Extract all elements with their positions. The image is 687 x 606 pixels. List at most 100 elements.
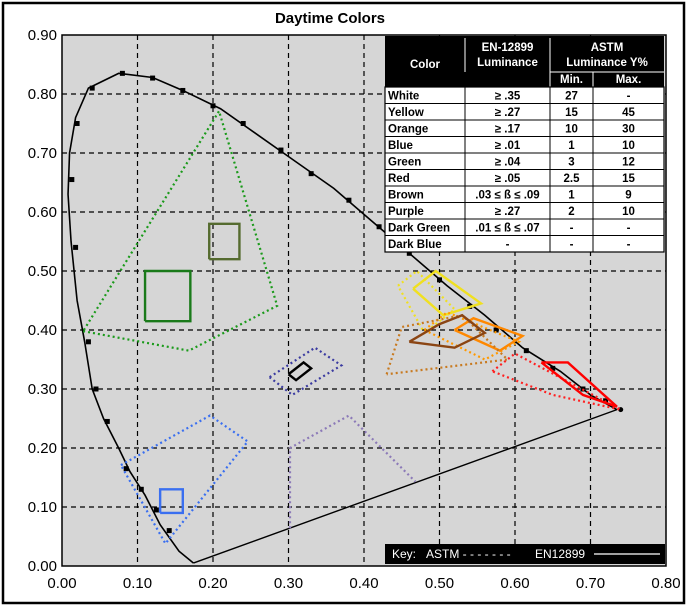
y-axis-ticks: 0.00 0.10 0.20 0.30 0.40 0.50 0.60 0.70 0.80 0.90 <box>28 27 57 575</box>
table-cell: 27 <box>565 91 578 103</box>
locus-tick <box>150 75 156 81</box>
locus-tick <box>153 507 159 513</box>
table-cell: Blue <box>388 140 413 152</box>
region-red-en12899 <box>540 361 618 408</box>
region-brown-en12899 <box>208 222 241 261</box>
locus-tick <box>180 87 186 93</box>
table-cell: 2 <box>568 206 574 218</box>
y-tick-label: 0.00 <box>28 558 57 575</box>
table-header-bg <box>385 36 664 87</box>
region-white-en12899 <box>287 360 314 382</box>
table-header-cell: Max. <box>616 74 642 86</box>
table-cell: ≥ .35 <box>495 91 521 103</box>
table-cell: ≥ .01 <box>495 140 521 152</box>
table-cell: ≥ .04 <box>495 157 521 169</box>
region-blue-en12899 <box>158 488 185 515</box>
chart-key: Key: ASTM - - - - - - - EN12899 <box>385 544 665 564</box>
y-tick-label: 0.30 <box>28 381 57 398</box>
region-yellow-en12899 <box>412 269 484 317</box>
locus-tick <box>166 528 172 534</box>
region-yellow-astm <box>397 269 457 335</box>
locus-tick <box>93 386 99 392</box>
key-astm: ASTM - - - - - - - <box>426 547 511 561</box>
locus-tick <box>138 486 144 492</box>
locus-tick <box>210 103 216 109</box>
table-cell: - <box>627 91 631 103</box>
region-orange-astm <box>423 311 522 361</box>
table-header-cell: ASTM <box>591 42 624 54</box>
locus-tick <box>550 365 556 371</box>
locus-tick <box>119 70 125 76</box>
locus-tick <box>406 250 412 256</box>
table-cell: 1 <box>568 190 575 202</box>
table-cell: ≥ .17 <box>495 124 521 136</box>
table-header-cell: Luminance Y% <box>566 57 648 69</box>
table-cell: ≥ .05 <box>495 173 521 185</box>
locus-tick <box>346 197 352 203</box>
locus-tick <box>437 277 442 283</box>
x-tick-label: 0.80 <box>651 575 680 592</box>
y-tick-label: 0.60 <box>28 204 57 221</box>
x-tick-label: 0.50 <box>425 575 454 592</box>
table-cell: 1 <box>568 140 575 152</box>
table-cell: 10 <box>565 124 578 136</box>
table-cell: Orange <box>388 124 428 136</box>
locus-tick <box>308 171 314 177</box>
table-header-cell: Luminance <box>477 57 538 69</box>
table-cell: 3 <box>568 157 574 169</box>
color-regions <box>82 108 622 546</box>
table-cell: 30 <box>622 124 635 136</box>
table-cell: - <box>506 239 510 251</box>
table-cell: Dark Blue <box>388 239 442 251</box>
table-cell: 15 <box>622 173 635 185</box>
key-box <box>385 544 665 564</box>
y-tick-label: 0.40 <box>28 322 57 339</box>
table-header-cell: EN-12899 <box>482 42 534 54</box>
region-green-en12899 <box>143 269 192 323</box>
x-tick-label: 0.00 <box>47 575 76 592</box>
table-cell: .03 ≤ ß ≤ .09 <box>475 190 539 202</box>
table-header-cell: Color <box>410 59 441 71</box>
grid-lines <box>62 35 666 566</box>
x-tick-label: 0.70 <box>576 575 605 592</box>
table-cell: Yellow <box>388 107 424 119</box>
x-tick-label: 0.20 <box>198 575 227 592</box>
y-tick-label: 0.10 <box>28 499 57 516</box>
y-tick-label: 0.90 <box>28 27 57 44</box>
x-tick-label: 0.60 <box>500 575 529 592</box>
key-en: EN12899 <box>535 547 585 561</box>
spectral-locus <box>67 70 624 564</box>
y-tick-label: 0.20 <box>28 440 57 457</box>
table-cell: ≥ .27 <box>495 206 521 218</box>
x-tick-label: 0.10 <box>123 575 152 592</box>
table-cell: Red <box>388 173 410 185</box>
x-tick-label: 0.40 <box>349 575 378 592</box>
region-purple-astm <box>288 414 417 529</box>
locus-tick <box>85 339 91 345</box>
purple-line <box>193 408 618 564</box>
table-cell: 15 <box>565 107 578 119</box>
region-green-astm <box>82 108 279 352</box>
table-header-cell: Min. <box>560 74 583 86</box>
locus-tick <box>73 244 79 250</box>
region-orange-en12899 <box>453 316 526 353</box>
locus-tick <box>240 121 246 126</box>
key-label: Key: <box>392 547 416 561</box>
locus-tick <box>69 177 75 183</box>
y-tick-label: 0.70 <box>28 145 57 162</box>
locus-tick <box>89 85 95 91</box>
table-cell: .01 ≤ ß ≤ .07 <box>475 223 539 235</box>
table-cell: - <box>627 239 631 251</box>
chart-title: Daytime Colors <box>275 10 385 27</box>
y-tick-label: 0.50 <box>28 263 57 280</box>
locus-tick <box>523 348 529 354</box>
table-cell: - <box>570 239 574 251</box>
table-cell: 10 <box>622 206 635 218</box>
table-cell: 10 <box>622 140 635 152</box>
table-cell: - <box>570 223 574 235</box>
table-cell: 45 <box>622 107 635 119</box>
table-cell: 12 <box>622 157 635 169</box>
y-tick-label: 0.80 <box>28 86 57 103</box>
x-tick-label: 0.30 <box>274 575 303 592</box>
